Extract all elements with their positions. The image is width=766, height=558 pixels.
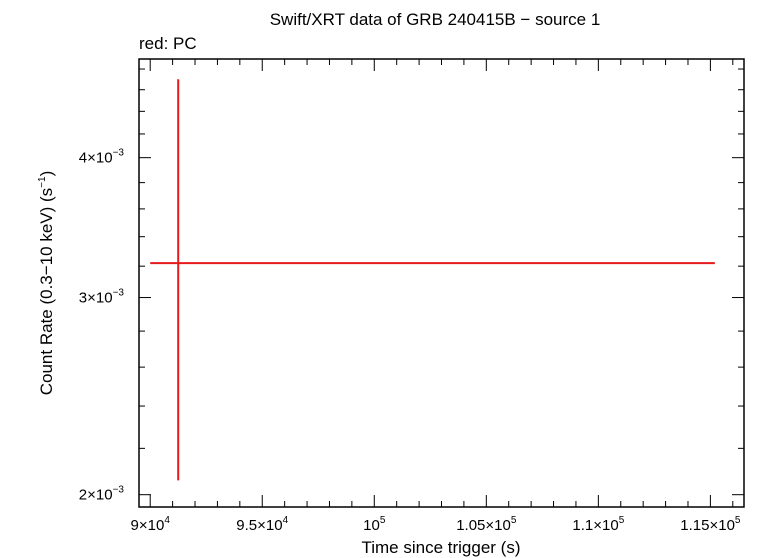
x-tick-exponent: 5 <box>619 515 625 526</box>
x-tick-mantissa: 10 <box>363 517 380 534</box>
x-tick-label: 9×104 <box>131 515 171 534</box>
x-tick-exponent: 4 <box>164 515 170 526</box>
x-tick-mantissa: 9×10 <box>131 517 165 534</box>
y-axis-label: Count Rate (0.3−10 keV) (s−1) <box>37 171 56 396</box>
x-tick-mantissa: 1.05×10 <box>456 517 511 534</box>
y-tick-mantissa: 4×10 <box>79 150 113 167</box>
x-tick-label: 9.5×104 <box>236 515 288 534</box>
x-tick-label: 1.1×105 <box>572 515 624 534</box>
x-tick-exponent: 5 <box>511 515 517 526</box>
x-tick-exponent: 4 <box>283 515 289 526</box>
y-tick-labels: 2×10−33×10−34×10−3 <box>79 148 125 504</box>
plot-frame <box>138 58 745 508</box>
x-tick-mantissa: 1.1×10 <box>572 517 618 534</box>
chart-title: Swift/XRT data of GRB 240415B − source 1 <box>270 10 601 29</box>
y-tick-label: 4×10−3 <box>79 148 125 167</box>
y-tick-label: 2×10−3 <box>79 485 125 504</box>
x-tick-mantissa: 1.15×10 <box>680 517 735 534</box>
y-tick-exponent: −3 <box>113 485 125 496</box>
x-tick-label: 1.05×105 <box>456 515 517 534</box>
x-tick-exponent: 5 <box>380 515 386 526</box>
axis-ticks <box>139 59 744 507</box>
y-tick-exponent: −3 <box>113 148 125 159</box>
y-tick-mantissa: 2×10 <box>79 487 113 504</box>
y-tick-label: 3×10−3 <box>79 288 125 307</box>
x-tick-label: 1.15×105 <box>680 515 741 534</box>
x-tick-labels: 9×104 9.5×104 105 1.05×105 1.1×105 1.15×105 <box>131 515 741 534</box>
chart-subtitle: red: PC <box>139 34 197 53</box>
y-axis-label-close: ) <box>37 171 56 177</box>
x-tick-mantissa: 9.5×10 <box>236 517 282 534</box>
data-series <box>150 79 715 481</box>
x-axis-label: Time since trigger (s) <box>361 538 520 557</box>
y-tick-mantissa: 3×10 <box>79 290 113 307</box>
x-tick-exponent: 5 <box>735 515 741 526</box>
y-axis-label-sup: −1 <box>37 176 48 188</box>
x-tick-label: 105 <box>363 515 386 534</box>
y-tick-exponent: −3 <box>113 288 125 299</box>
y-axis-label-main: Count Rate (0.3−10 keV) (s <box>37 188 56 395</box>
